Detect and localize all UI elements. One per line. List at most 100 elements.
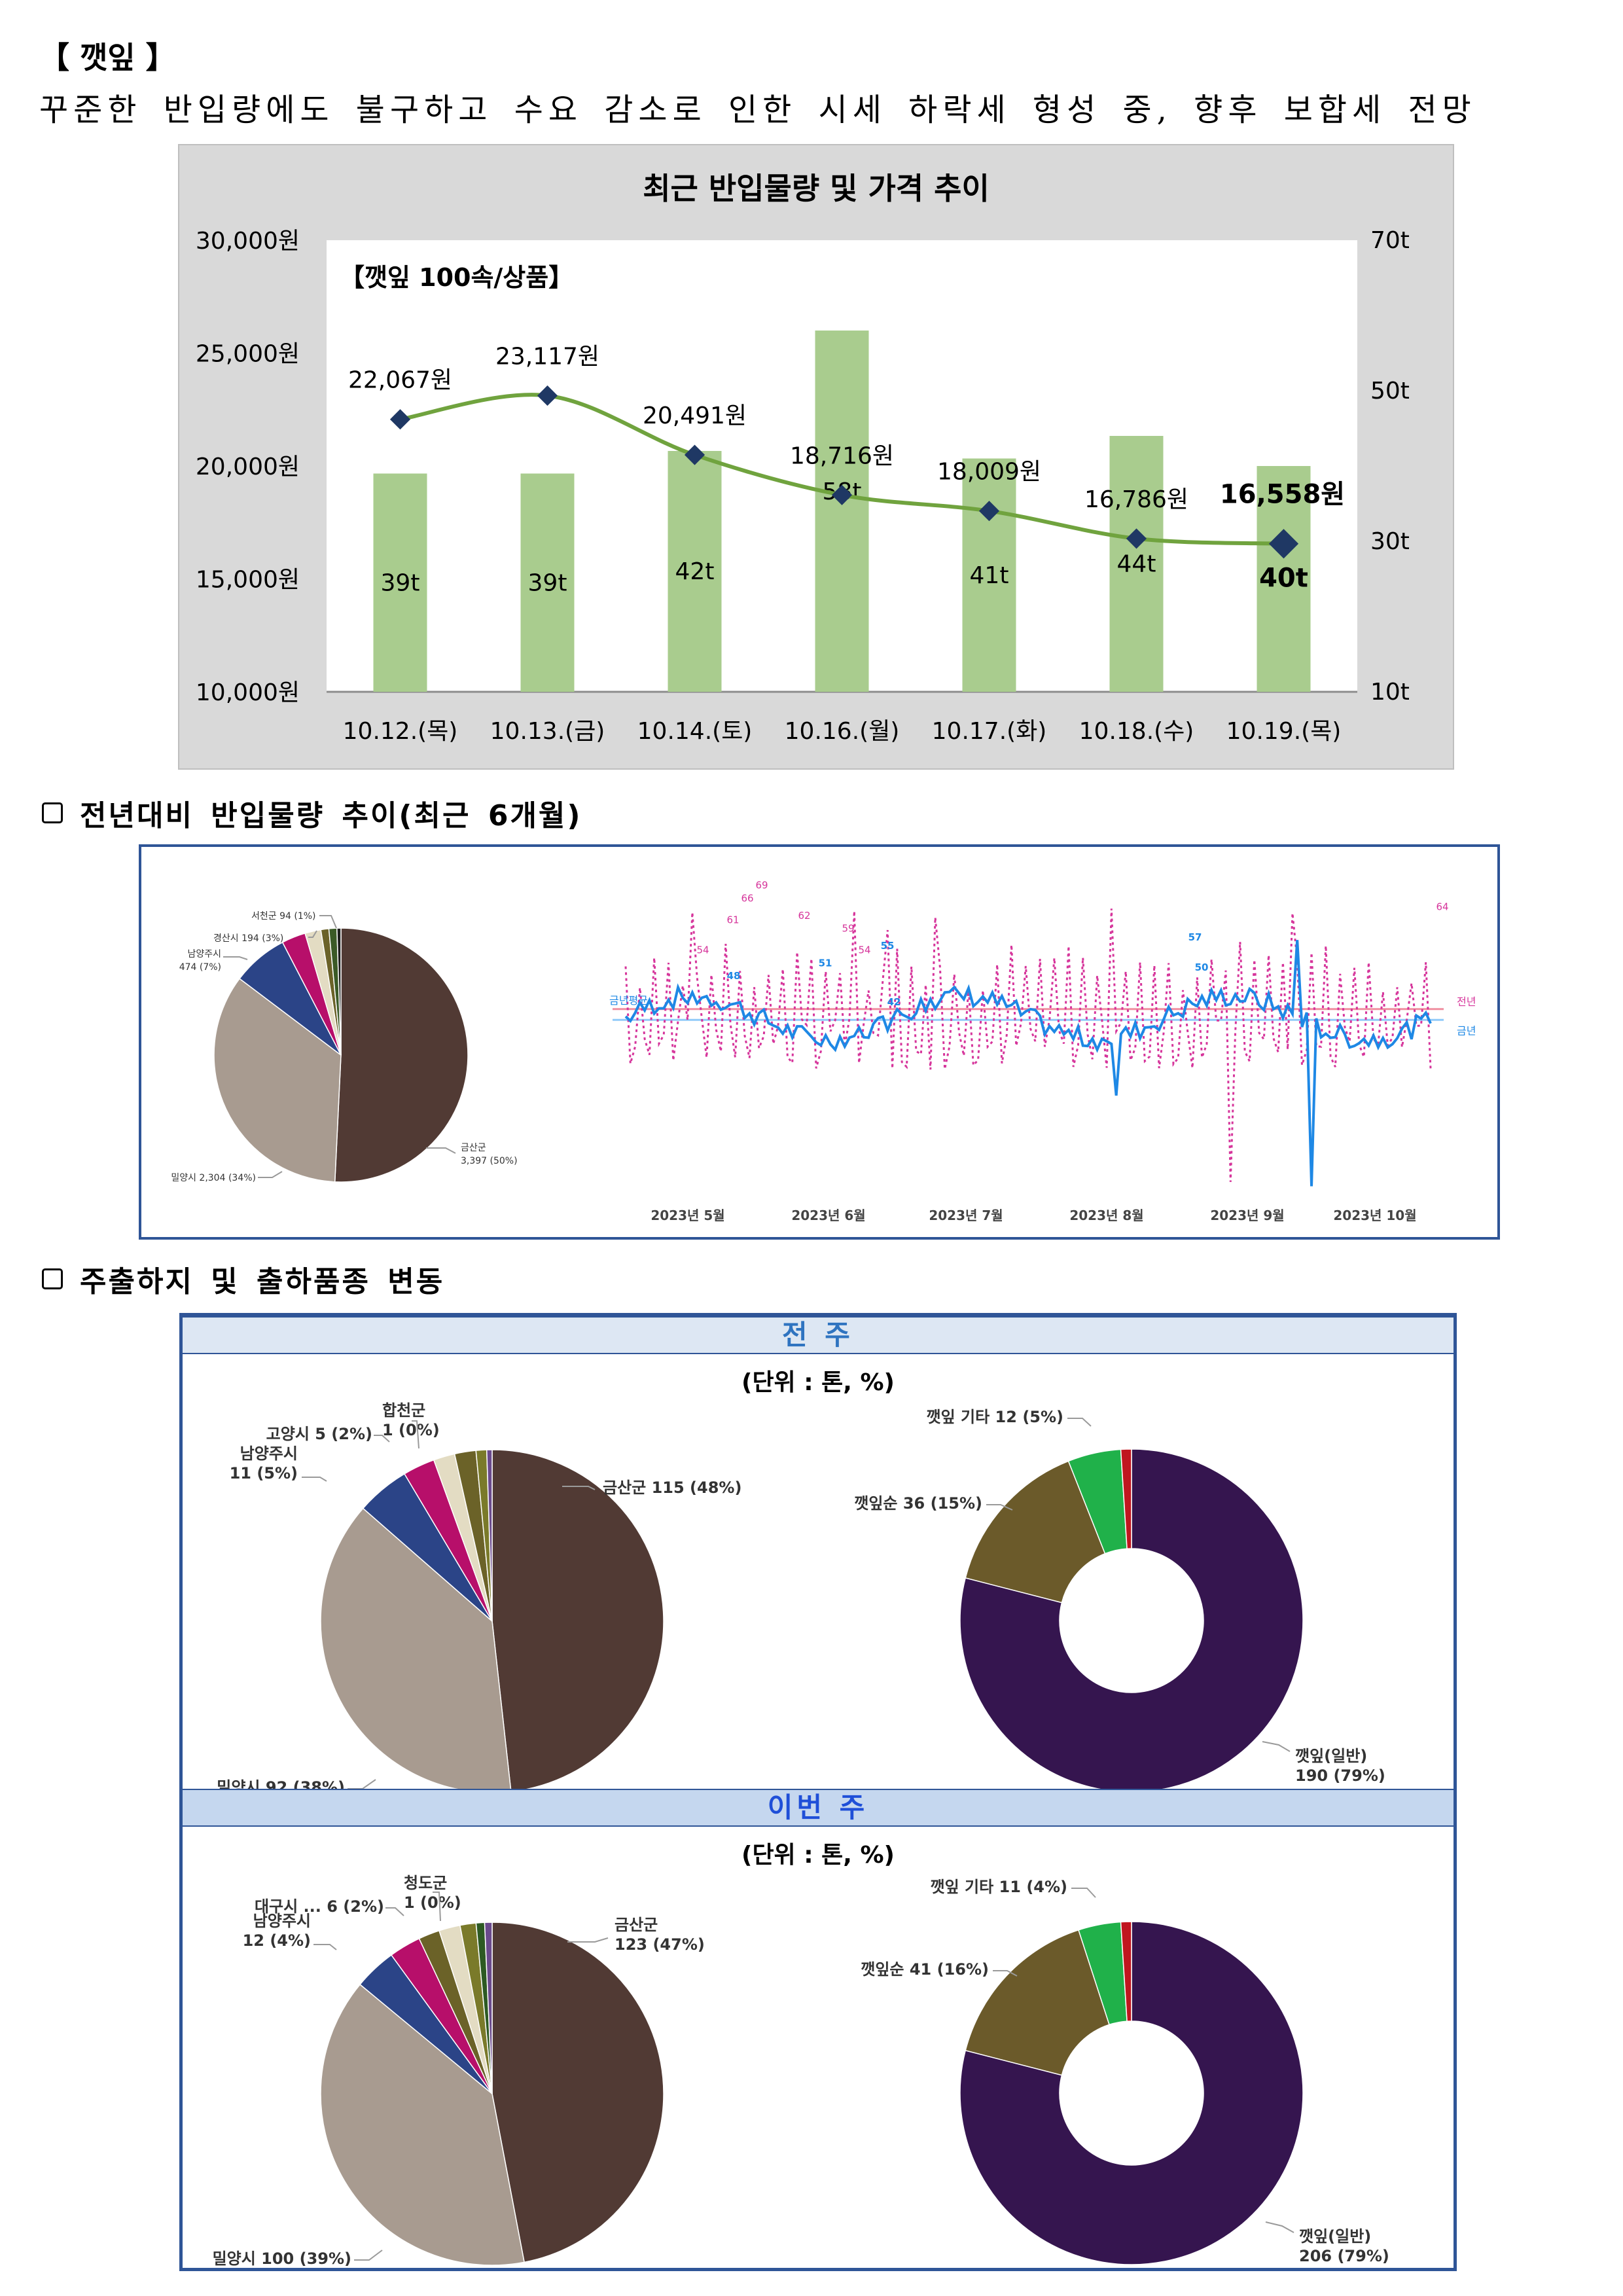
pie-slice <box>334 927 469 1183</box>
pie-label: 123 (47%) <box>615 1935 705 1954</box>
label-leader-line <box>1265 2221 1294 2233</box>
pie-label: 474 (7%) <box>179 962 221 973</box>
donut-label: 190 (79%) <box>1295 1767 1385 1785</box>
label-leader-line <box>1071 1888 1096 1898</box>
volume-bar <box>962 458 1016 692</box>
section3-title-text: 주출하지 및 출하품종 변동 <box>80 1265 445 1299</box>
this-week-unit: (단위 : 톤, %) <box>741 1842 895 1869</box>
pie-slice <box>336 927 342 1056</box>
price-label: 22,067원 <box>348 367 452 394</box>
pie-slice <box>491 1922 664 2263</box>
chart-subtitle: 【깻잎 100속/상품】 <box>340 263 573 292</box>
x-category-label: 10.12.(목) <box>343 718 458 745</box>
pie-label: 청도군 <box>404 1874 447 1892</box>
volume-bar <box>815 331 869 692</box>
volume-bar <box>1109 436 1164 692</box>
pie-label: 금산군 <box>461 1143 486 1153</box>
donut-label: 깻잎(일반) <box>1295 1747 1367 1765</box>
y-left-tick: 25,000원 <box>196 341 300 368</box>
x-category-label: 10.17.(화) <box>932 718 1047 745</box>
x-month-tick: 2023년 9월 <box>1210 1208 1284 1223</box>
this-year-peak-label: 57 <box>1188 931 1202 943</box>
volume-bar-label: 44t <box>1117 551 1156 578</box>
y-right-tick: 50t <box>1370 378 1410 404</box>
volume-bar-label: 42t <box>675 558 715 585</box>
section-heading: 【 깻잎 】 <box>39 40 176 75</box>
x-category-label: 10.13.(금) <box>490 718 605 745</box>
y-left-tick: 30,000원 <box>196 228 300 255</box>
prev-year-legend: 전년 <box>1457 996 1476 1008</box>
pie-label: 경산시 194 (3%) <box>213 933 283 944</box>
label-leader-line <box>1067 1418 1092 1427</box>
x-category-label: 10.16.(월) <box>785 718 900 745</box>
checkbox-icon <box>42 1268 63 1289</box>
prev-year-peak-label: 66 <box>741 892 753 904</box>
section3-title: 주출하지 및 출하품종 변동 <box>42 1258 444 1300</box>
origin-variety-panel: 전 주 (단위 : 톤, %) 금산군 115 (48%) 밀양시 92 (38%… <box>179 1313 1457 2271</box>
x-category-label: 10.18.(수) <box>1079 718 1194 745</box>
prev-year-peak-label: 59 <box>842 923 854 935</box>
y-left-tick: 20,000원 <box>196 454 300 480</box>
price-volume-chart: 최근 반입물량 및 가격 추이 【깻잎 100속/상품】 30,000원 25,000… <box>178 144 1454 770</box>
prev-week-variety-donut: 깻잎(일반) 190 (79%) 깻잎순 36 (15%) 깻잎 기타 12 (5%) <box>854 1408 1385 1793</box>
volume-bar <box>520 473 575 692</box>
y-right-tick: 30t <box>1370 528 1410 555</box>
pie-slice <box>213 978 342 1183</box>
donut-label: 깻잎(일반) <box>1299 2227 1371 2246</box>
x-month-tick: 2023년 10월 <box>1333 1208 1416 1223</box>
label-leader-line <box>354 2250 383 2261</box>
section2-title-text: 전년대비 반입물량 추이(최근 6개월) <box>80 799 582 833</box>
label-leader-line <box>1262 1741 1291 1752</box>
yoy-volume-panel: 금산군 3,397 (50%) 밀양시 2,304 (34%) 남양주시 474 (7%… <box>139 844 1500 1240</box>
pie-slice <box>959 1921 1304 2265</box>
label-leader-line <box>986 1504 1013 1511</box>
pie-slice <box>965 1460 1106 1604</box>
label-leader-line <box>308 930 317 938</box>
pie-label: 3,397 (50%) <box>461 1156 518 1166</box>
price-volume-chart-svg: 최근 반입물량 및 가격 추이 【깻잎 100속/상품】 30,000원 25,000… <box>196 171 1410 745</box>
volume-bar <box>668 451 722 692</box>
label-leader-line <box>313 1944 337 1950</box>
price-label: 16,558원 <box>1220 480 1345 510</box>
price-marker <box>389 409 411 430</box>
pie-slice <box>320 1507 512 1793</box>
pie-slice <box>320 1983 525 2266</box>
this-year-peak-label: 50 <box>1195 961 1209 973</box>
label-leader-line <box>223 956 248 960</box>
label-leader-line <box>385 1907 404 1916</box>
price-label: 18,716원 <box>790 442 894 469</box>
pie-slice <box>484 1922 493 2094</box>
label-leader-line <box>567 1937 609 1943</box>
pie-label: 서천군 94 (1%) <box>251 911 316 922</box>
label-leader-line <box>258 1171 283 1178</box>
label-leader-line <box>319 915 337 929</box>
prev-week-unit: (단위 : 톤, %) <box>741 1369 895 1396</box>
pie-label: 남양주시 <box>253 1912 311 1930</box>
pie-slice <box>1120 1448 1132 1550</box>
prev-year-peak-label: 64 <box>1436 901 1448 913</box>
donut-label: 깻잎순 41 (16%) <box>861 1960 989 1979</box>
prev-year-peak-label: 61 <box>726 914 739 925</box>
price-label: 20,491원 <box>643 403 747 429</box>
label-leader-line <box>562 1486 596 1490</box>
this-year-series-line <box>624 940 1432 1187</box>
pie-label: 밀양시 2,304 (34%) <box>171 1173 256 1183</box>
x-month-tick: 2023년 6월 <box>791 1208 865 1223</box>
pie-label: 남양주시 <box>187 949 221 960</box>
prev-week-header: 전 주 <box>183 1316 1454 1354</box>
x-category-label: 10.14.(토) <box>637 718 753 745</box>
this-year-legend: 금년 <box>1457 1024 1476 1037</box>
label-leader-line <box>426 1147 456 1154</box>
summary-text: 꾸준한 반입량에도 불구하고 수요 감소로 인한 시세 하락세 형성 중, 향후… <box>39 92 1476 128</box>
volume-bar-label: 41t <box>970 562 1009 589</box>
section2-title: 전년대비 반입물량 추이(최근 6개월) <box>42 792 582 834</box>
x-month-tick: 2023년 5월 <box>651 1208 724 1223</box>
volume-bar-label: 39t <box>381 569 420 596</box>
label-leader-line <box>374 1435 390 1443</box>
prev-year-peak-label: 62 <box>798 910 810 922</box>
volume-bar-label: 40t <box>1259 564 1308 594</box>
chart-title: 최근 반입물량 및 가격 추이 <box>643 171 990 206</box>
this-year-peak-label: 55 <box>881 940 895 952</box>
